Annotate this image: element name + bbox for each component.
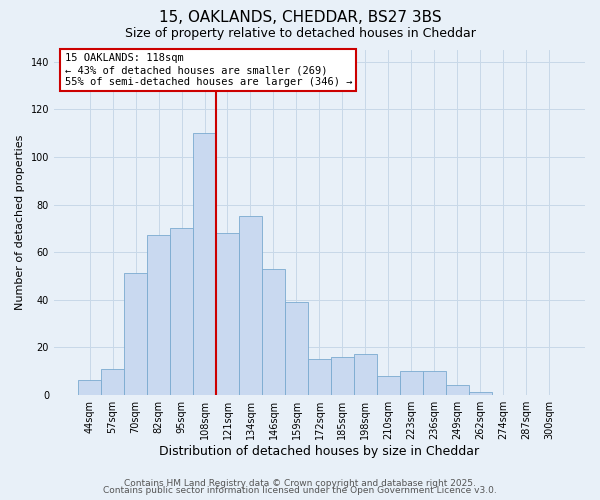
Bar [423,371,446,394]
Text: Size of property relative to detached houses in Cheddar: Size of property relative to detached ho… [125,28,475,40]
Text: Contains public sector information licensed under the Open Government Licence v3: Contains public sector information licen… [103,486,497,495]
Bar [262,268,285,394]
Bar [354,354,377,395]
Bar [216,233,239,394]
Bar [308,359,331,394]
Bar [446,385,469,394]
Text: 15 OAKLANDS: 118sqm
← 43% of detached houses are smaller (269)
55% of semi-detac: 15 OAKLANDS: 118sqm ← 43% of detached ho… [65,54,352,86]
Bar [239,216,262,394]
Bar [124,274,147,394]
Bar [469,392,492,394]
Bar [101,368,124,394]
Y-axis label: Number of detached properties: Number of detached properties [15,134,25,310]
Bar [193,133,216,394]
Text: 15, OAKLANDS, CHEDDAR, BS27 3BS: 15, OAKLANDS, CHEDDAR, BS27 3BS [158,10,442,25]
Bar [377,376,400,394]
X-axis label: Distribution of detached houses by size in Cheddar: Distribution of detached houses by size … [160,444,479,458]
Bar [147,236,170,394]
Bar [400,371,423,394]
Text: Contains HM Land Registry data © Crown copyright and database right 2025.: Contains HM Land Registry data © Crown c… [124,478,476,488]
Bar [170,228,193,394]
Bar [78,380,101,394]
Bar [285,302,308,394]
Bar [331,356,354,395]
